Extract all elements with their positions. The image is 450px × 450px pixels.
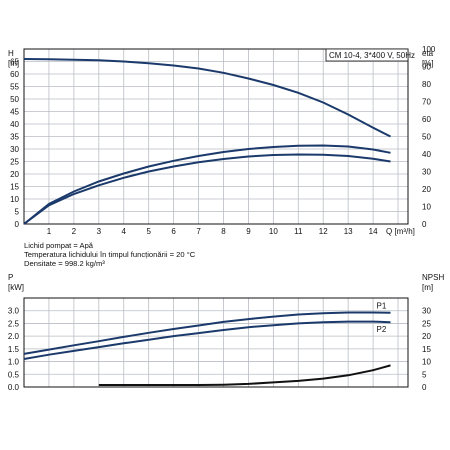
top-x-tick-label: 7 [196, 227, 201, 236]
top-x-axis-label: Q [m³/h] [386, 227, 415, 236]
top-right-tick-label: 40 [422, 150, 431, 159]
top-x-tick-label: 14 [369, 227, 378, 236]
bottom-right-tick-label: 0 [422, 383, 427, 392]
top-left-tick-label: 15 [10, 183, 19, 192]
liquid-note: Temperatura lichidului în timpul funcțio… [24, 250, 196, 259]
top-left-tick-label: 10 [10, 195, 19, 204]
top-x-tick-label: 6 [171, 227, 176, 236]
top-right-tick-label: 0 [422, 220, 427, 229]
top-right-axis-unit: [%] [422, 59, 434, 68]
top-left-axis-name: H [8, 49, 14, 58]
bottom-right-tick-label: 10 [422, 358, 431, 367]
bottom-left-tick-label: 0.0 [8, 383, 20, 392]
top-x-tick-label: 11 [294, 227, 303, 236]
top-left-tick-label: 60 [10, 70, 19, 79]
bottom-right-tick-label: 20 [422, 332, 431, 341]
top-left-tick-label: 50 [10, 95, 19, 104]
top-right-tick-label: 80 [422, 80, 431, 89]
top-left-tick-label: 20 [10, 170, 19, 179]
top-x-tick-label: 9 [246, 227, 251, 236]
top-series-line-1 [23, 144, 391, 225]
bottom-left-tick-label: 2.0 [8, 332, 20, 341]
top-right-tick-label: 60 [422, 115, 431, 124]
top-series-line-0 [23, 58, 391, 138]
top-right-tick-label: 90 [422, 63, 431, 72]
bottom-series-line-1 [23, 320, 391, 360]
bottom-left-tick-label: 2.5 [8, 319, 20, 328]
bottom-left-tick-label: 0.5 [8, 370, 20, 379]
top-x-tick-label: 10 [269, 227, 278, 236]
top-left-tick-label: 0 [15, 220, 20, 229]
bottom-left-axis-unit: [kW] [8, 283, 24, 292]
bottom-plot-frame [23, 297, 409, 388]
top-right-axis-name: eta [422, 49, 434, 58]
top-left-tick-label: 35 [10, 133, 19, 142]
top-x-tick-label: 2 [72, 227, 77, 236]
bottom-right-tick-label: 15 [422, 345, 431, 354]
bottom-series-line-2 [98, 364, 391, 386]
top-right-tick-label: 100 [422, 45, 436, 54]
top-plot-frame [23, 48, 409, 225]
top-left-tick-label: 45 [10, 108, 19, 117]
chart-title-box [325, 48, 409, 62]
top-x-tick-label: 5 [146, 227, 151, 236]
top-series-line-2 [23, 153, 391, 225]
series-label-p2: P2 [377, 325, 387, 334]
bottom-left-axis-name: P [8, 273, 13, 282]
top-right-tick-label: 10 [422, 203, 431, 212]
top-left-tick-label: 65 [10, 58, 19, 67]
top-right-tick-label: 70 [422, 98, 431, 107]
top-left-tick-label: 25 [10, 158, 19, 167]
bottom-right-tick-label: 25 [422, 319, 431, 328]
bottom-right-axis-unit: [m] [422, 283, 433, 292]
top-left-tick-label: 30 [10, 145, 19, 154]
bottom-right-axis-name: NPSH [422, 273, 444, 282]
top-x-tick-label: 1 [47, 227, 52, 236]
top-left-tick-label: 5 [15, 208, 20, 217]
top-x-tick-label: 13 [344, 227, 353, 236]
bottom-right-tick-label: 30 [422, 307, 431, 316]
top-x-tick-label: 4 [122, 227, 127, 236]
bottom-series-line-0 [23, 311, 391, 355]
top-left-tick-label: 55 [10, 83, 19, 92]
bottom-left-tick-label: 1.0 [8, 358, 20, 367]
chart-title: CM 10-4, 3*400 V, 50Hz [329, 51, 415, 60]
series-label-p1: P1 [377, 302, 387, 311]
top-left-axis-unit: [m] [8, 59, 19, 68]
bottom-right-tick-label: 5 [422, 370, 427, 379]
top-right-tick-label: 20 [422, 185, 431, 194]
top-right-tick-label: 30 [422, 168, 431, 177]
top-x-tick-label: 3 [97, 227, 102, 236]
liquid-note: Lichid pompat = Apă [24, 241, 94, 250]
bottom-left-tick-label: 3.0 [8, 307, 20, 316]
liquid-note: Densitate = 998.2 kg/m³ [24, 259, 105, 268]
top-x-tick-label: 12 [319, 227, 328, 236]
top-left-tick-label: 40 [10, 120, 19, 129]
top-right-tick-label: 50 [422, 133, 431, 142]
top-x-tick-label: 8 [221, 227, 226, 236]
bottom-left-tick-label: 1.5 [8, 345, 20, 354]
